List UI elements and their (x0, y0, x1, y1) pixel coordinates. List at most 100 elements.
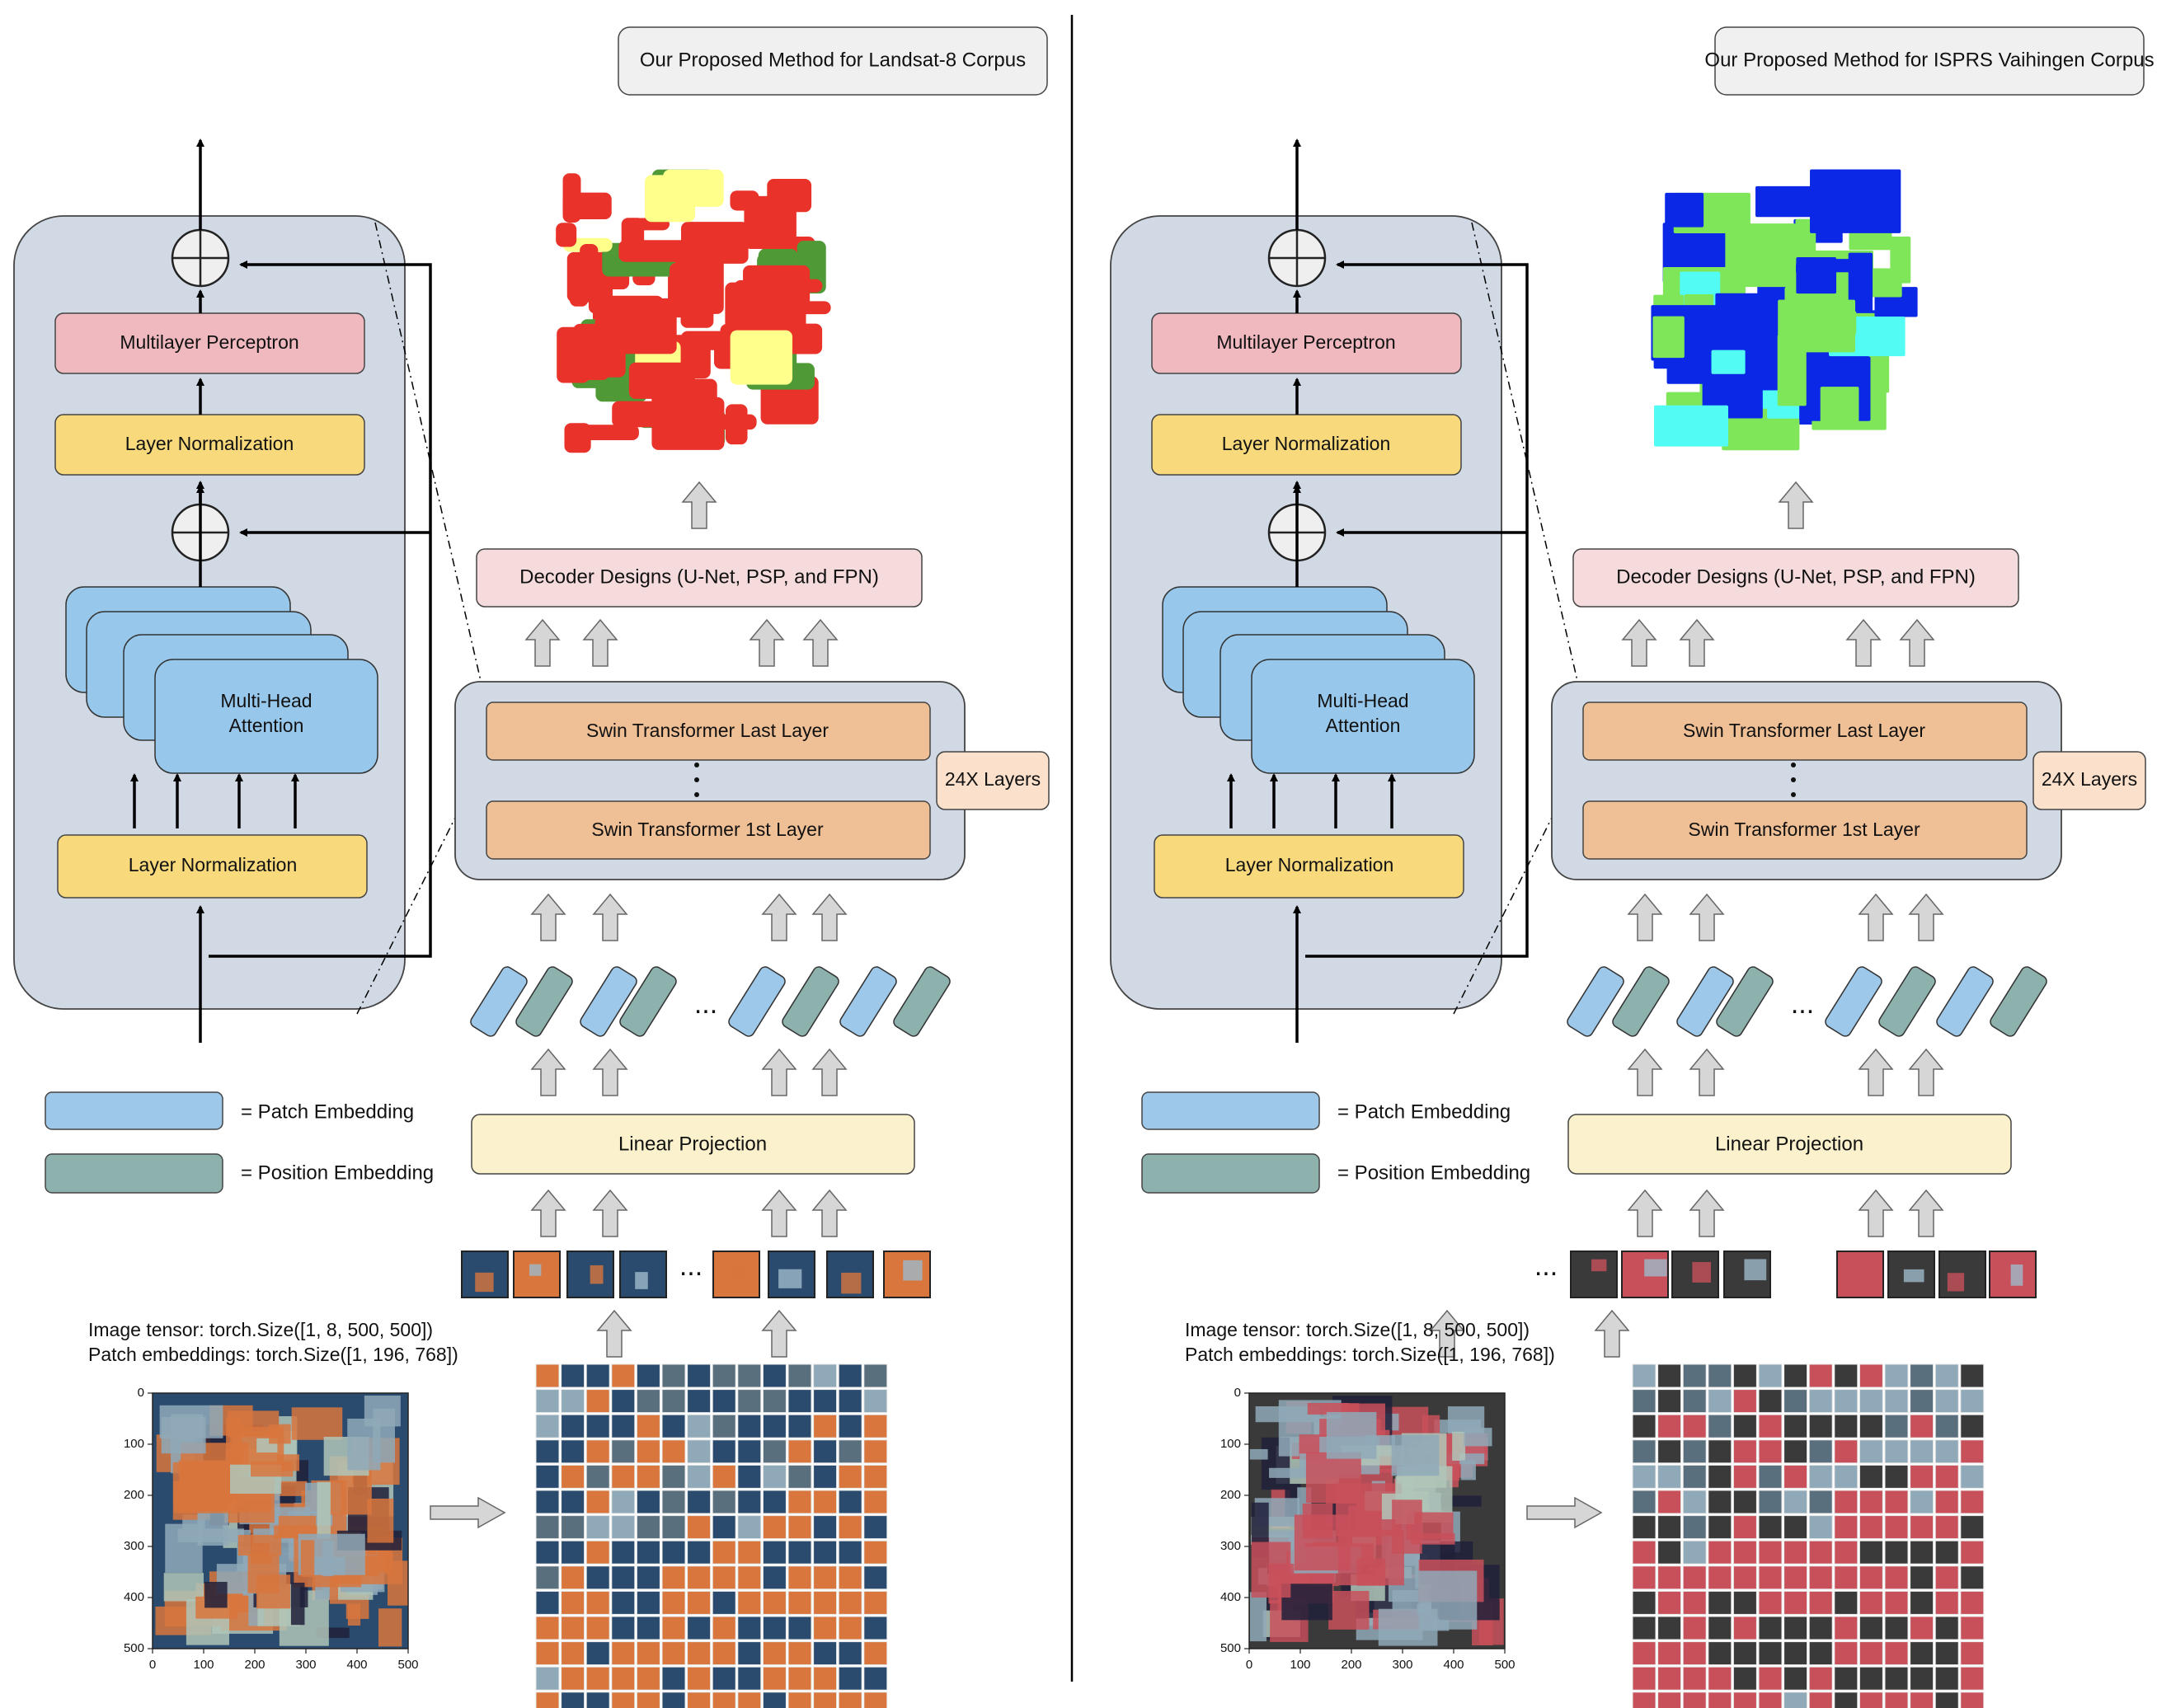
patch-grid-cell (1708, 1464, 1732, 1489)
y-tick-label: 300 (124, 1539, 144, 1553)
patch-tile-fill (883, 1250, 931, 1298)
patch-tile (1836, 1250, 1884, 1298)
patch-embedding-token-shape (839, 966, 897, 1037)
patch-grid-cell (1834, 1389, 1859, 1414)
layers-badge-box (2032, 751, 2146, 810)
patch-grid-cell (1682, 1363, 1707, 1388)
x-tick-label: 100 (1290, 1658, 1310, 1672)
patch-grid-cell (1632, 1515, 1657, 1540)
patch-grid-cell (1834, 1616, 1859, 1640)
patch-grid-cell (687, 1590, 712, 1615)
attention-label-line1: Multi-Head (220, 690, 312, 711)
patch-tile-detail (590, 1265, 604, 1284)
layers-badge-label: 24X Layers (2042, 768, 2137, 790)
position-embedding-token-shape (1878, 966, 1936, 1037)
patch-grid-cell (1859, 1389, 1883, 1414)
input-image-region (161, 1416, 206, 1454)
patch-grid-cell (737, 1565, 762, 1590)
patch-grid-cell (712, 1490, 736, 1514)
patch-tile (1570, 1250, 1618, 1298)
patch-grid-cell (585, 1590, 610, 1615)
patch-grid-cell (1859, 1565, 1883, 1590)
patch-tile-detail (1854, 1272, 1868, 1291)
segment-region (576, 348, 595, 367)
patch-grid-cell (1808, 1641, 1833, 1666)
residual-add-top (171, 228, 230, 288)
swin-last-layer-box (486, 702, 931, 761)
y-tick-label: 400 (124, 1590, 144, 1604)
residual-path-outer (1305, 260, 1529, 958)
patch-grid-cell (1708, 1641, 1732, 1666)
panel-landsat: Our Proposed Method for Landsat-8 Corpus… (13, 26, 1050, 1708)
patch-grid-cell (1960, 1666, 1985, 1691)
patch-tile (883, 1250, 931, 1298)
input-image-region (163, 1573, 204, 1602)
patch-grid-cell (1884, 1363, 1909, 1388)
grid-to-patches-arrow-right (761, 1309, 797, 1358)
layer-dot-3 (694, 792, 699, 797)
y-tick-label: 400 (1220, 1590, 1241, 1604)
patch-embedding-token (1567, 966, 1624, 1037)
patch-grid-cell (762, 1490, 787, 1514)
patch-grid-cell (535, 1590, 560, 1615)
patch-grid-cell (535, 1414, 560, 1438)
patch-grid-cell (561, 1692, 585, 1708)
patch-tile-detail (475, 1272, 494, 1293)
layer-norm-top-label: Layer Normalization (1222, 433, 1391, 454)
patch-grid-cell (762, 1439, 787, 1464)
swin-last-layer-label: Swin Transformer Last Layer (1683, 720, 1925, 741)
patch-grid-cell (1884, 1389, 1909, 1414)
patch-grid-cell (636, 1414, 660, 1438)
zoom-line-bottom (356, 751, 489, 1015)
legend-patch-label: = Patch Embedding (1337, 1100, 1511, 1123)
patch-grid-cell (661, 1389, 686, 1414)
patch-to-projection-arrow-1 (530, 1189, 566, 1237)
patch-grid-cell (712, 1616, 736, 1640)
projection-to-embed-arrow-2 (592, 1048, 628, 1096)
patch-grid-cell (561, 1565, 585, 1590)
patch-grid-cell (687, 1540, 712, 1565)
patch-shape-label: Patch embeddings: torch.Size([1, 196, 76… (88, 1344, 458, 1365)
patch-tile (461, 1250, 509, 1298)
patch-grid-cell (1758, 1363, 1783, 1388)
swin-first-layer-label: Swin Transformer 1st Layer (591, 819, 824, 840)
input-image-region (1328, 1590, 1370, 1630)
patch-grid-cell (1632, 1666, 1657, 1691)
patch-to-projection-arrow-2 (1689, 1189, 1725, 1237)
patch-grid-cell (838, 1616, 862, 1640)
patch-grid-cell (636, 1464, 660, 1489)
patch-grid-cell (787, 1389, 812, 1414)
input-image-region (317, 1481, 331, 1539)
legend-position-label: = Position Embedding (1337, 1161, 1530, 1184)
patch-grid-cell (535, 1439, 560, 1464)
patch-ellipsis: ... (679, 1250, 703, 1282)
swin-last-layer-box (1582, 702, 2028, 761)
segment-region (767, 178, 812, 213)
layer-norm-top-box (54, 414, 365, 476)
patch-grid-cell (1632, 1590, 1657, 1615)
patch-grid-cell (1732, 1590, 1757, 1615)
patch-grid-cell (585, 1692, 610, 1708)
input-image-region (378, 1608, 402, 1647)
swin-to-decoder-arrow-4 (1899, 618, 1935, 667)
patch-grid-cell (737, 1590, 762, 1615)
patch-grid-cell (863, 1363, 888, 1388)
patch-grid-cell (611, 1389, 636, 1414)
patch-grid-cell (1682, 1389, 1707, 1414)
patch-grid-cell (762, 1540, 787, 1565)
layer-norm-bottom-label: Layer Normalization (129, 854, 298, 875)
patch-tile (768, 1250, 815, 1298)
patch-grid-cell (1783, 1692, 1808, 1708)
segment-region (764, 302, 798, 331)
patch-grid-cell (1732, 1515, 1757, 1540)
layer-dot-1 (694, 762, 699, 767)
position-embedding-token-shape (782, 966, 839, 1037)
attention-label-line2: Attention (229, 715, 304, 736)
patch-grid-cell (1758, 1414, 1783, 1438)
patch-grid-cell (687, 1641, 712, 1666)
patch-grid-cell (1884, 1515, 1909, 1540)
mlp-label: Multilayer Perceptron (120, 331, 298, 353)
patch-grid-cell (1708, 1439, 1732, 1464)
patch-grid-cell (611, 1692, 636, 1708)
patch-grid-cell (1682, 1464, 1707, 1489)
